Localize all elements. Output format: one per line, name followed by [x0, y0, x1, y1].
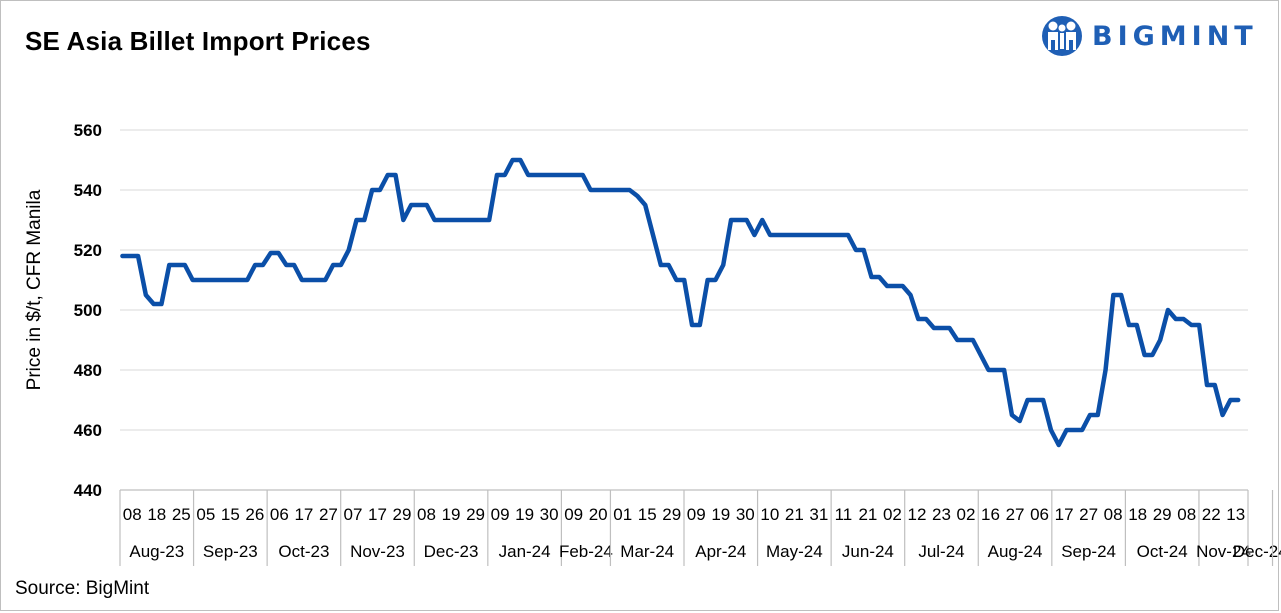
y-axis-label: Price in $/t, CFR Manila [24, 189, 45, 390]
x-month-label: Sep-23 [203, 542, 258, 561]
x-tick-label: 07 [343, 505, 362, 524]
x-month-label: Dec-23 [424, 542, 479, 561]
x-tick-label: 27 [1006, 505, 1025, 524]
x-month-label: Oct-24 [1137, 542, 1188, 561]
x-tick-label: 19 [515, 505, 534, 524]
x-tick-label: 19 [711, 505, 730, 524]
x-tick-label: 30 [736, 505, 755, 524]
x-tick-label: 09 [564, 505, 583, 524]
x-tick-label: 22 [1202, 505, 1221, 524]
logo-text: BIGMINT [1092, 20, 1258, 52]
x-month-label: Jun-24 [842, 542, 894, 561]
x-tick-label: 20 [589, 505, 608, 524]
x-month-label: Mar-24 [620, 542, 674, 561]
x-tick-label: 27 [319, 505, 338, 524]
x-tick-label: 23 [932, 505, 951, 524]
x-tick-label: 26 [245, 505, 264, 524]
x-month-label: Sep-24 [1061, 542, 1116, 561]
bigmint-logo: BIGMINT [1040, 14, 1258, 58]
x-tick-label: 11 [835, 505, 853, 524]
x-tick-label: 29 [393, 505, 412, 524]
source-note: Source: BigMint [15, 578, 150, 599]
x-tick-label: 27 [1079, 505, 1098, 524]
x-tick-label: 18 [147, 505, 166, 524]
y-tick-label: 480 [74, 361, 102, 380]
x-month-label: Nov-23 [350, 542, 405, 561]
y-tick-label: 500 [74, 301, 102, 320]
y-tick-label: 560 [74, 121, 102, 140]
x-month-label: Apr-24 [695, 542, 746, 561]
x-tick-label: 15 [221, 505, 240, 524]
bigmint-people-logo-icon [1042, 16, 1082, 56]
gridlines [120, 129, 1248, 431]
x-tick-label: 09 [491, 505, 510, 524]
y-tick-label: 460 [74, 421, 102, 440]
x-tick-label: 08 [123, 505, 142, 524]
x-tick-label: 18 [1128, 505, 1147, 524]
y-tick-labels: 440 460 480 500 520 540 560 [74, 121, 102, 500]
x-tick-label: 15 [638, 505, 657, 524]
x-month-label: Aug-24 [988, 542, 1043, 561]
x-tick-label: 29 [466, 505, 485, 524]
x-month-label: Dec-24 [1233, 542, 1281, 561]
series-line-price [120, 157, 1241, 448]
x-month-label: Jan-24 [499, 542, 551, 561]
y-tick-label: 540 [74, 181, 102, 200]
x-tick-label: 10 [760, 505, 779, 524]
x-tick-label: 25 [172, 505, 191, 524]
x-month-label: Nov-24 [1196, 542, 1251, 561]
x-month-label: Oct-23 [278, 542, 329, 561]
y-tick-label: 520 [74, 241, 102, 260]
x-tick-label: 05 [196, 505, 215, 524]
x-tick-label: 17 [294, 505, 313, 524]
x-tick-label: 17 [1055, 505, 1074, 524]
x-tick-label: 29 [1153, 505, 1172, 524]
chart-title: SE Asia Billet Import Prices [25, 26, 371, 56]
x-tick-label: 01 [613, 505, 632, 524]
x-tick-label: 08 [417, 505, 436, 524]
y-tick-label: 440 [74, 481, 102, 500]
x-day-tick-labels: 08 18 25 05 15 26 06 17 27 07 17 29 08 19 29 09 19 30 09 20… [123, 505, 1245, 524]
x-tick-label: 31 [809, 505, 828, 524]
x-tick-label: 29 [662, 505, 681, 524]
x-month-label: Feb-24 [559, 542, 613, 561]
x-tick-label: 12 [907, 505, 926, 524]
x-tick-label: 21 [785, 505, 804, 524]
x-tick-label: 13 [1226, 505, 1245, 524]
x-tick-label: 16 [981, 505, 1000, 524]
x-month-label: May-24 [766, 542, 823, 561]
x-tick-label: 06 [1030, 505, 1049, 524]
x-tick-label: 21 [858, 505, 877, 524]
x-month-labels: Aug-23 Sep-23 Oct-23 Nov-23 Dec-23 Jan-24 Feb-… [119, 490, 1281, 566]
x-tick-label: 02 [883, 505, 902, 524]
x-tick-label: 30 [540, 505, 559, 524]
x-tick-label: 06 [270, 505, 289, 524]
x-tick-label: 02 [957, 505, 976, 524]
x-month-label: Jul-24 [918, 542, 964, 561]
x-tick-label: 08 [1104, 505, 1123, 524]
x-month-label: Aug-23 [129, 542, 184, 561]
x-tick-label: 09 [687, 505, 706, 524]
x-tick-label: 08 [1177, 505, 1196, 524]
x-tick-label: 19 [442, 505, 461, 524]
x-tick-label: 17 [368, 505, 387, 524]
